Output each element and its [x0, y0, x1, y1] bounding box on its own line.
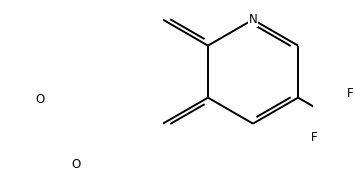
- Text: O: O: [72, 158, 81, 170]
- Text: F: F: [311, 131, 317, 144]
- Text: N: N: [248, 13, 257, 26]
- Text: O: O: [35, 93, 44, 106]
- Text: F: F: [347, 87, 353, 100]
